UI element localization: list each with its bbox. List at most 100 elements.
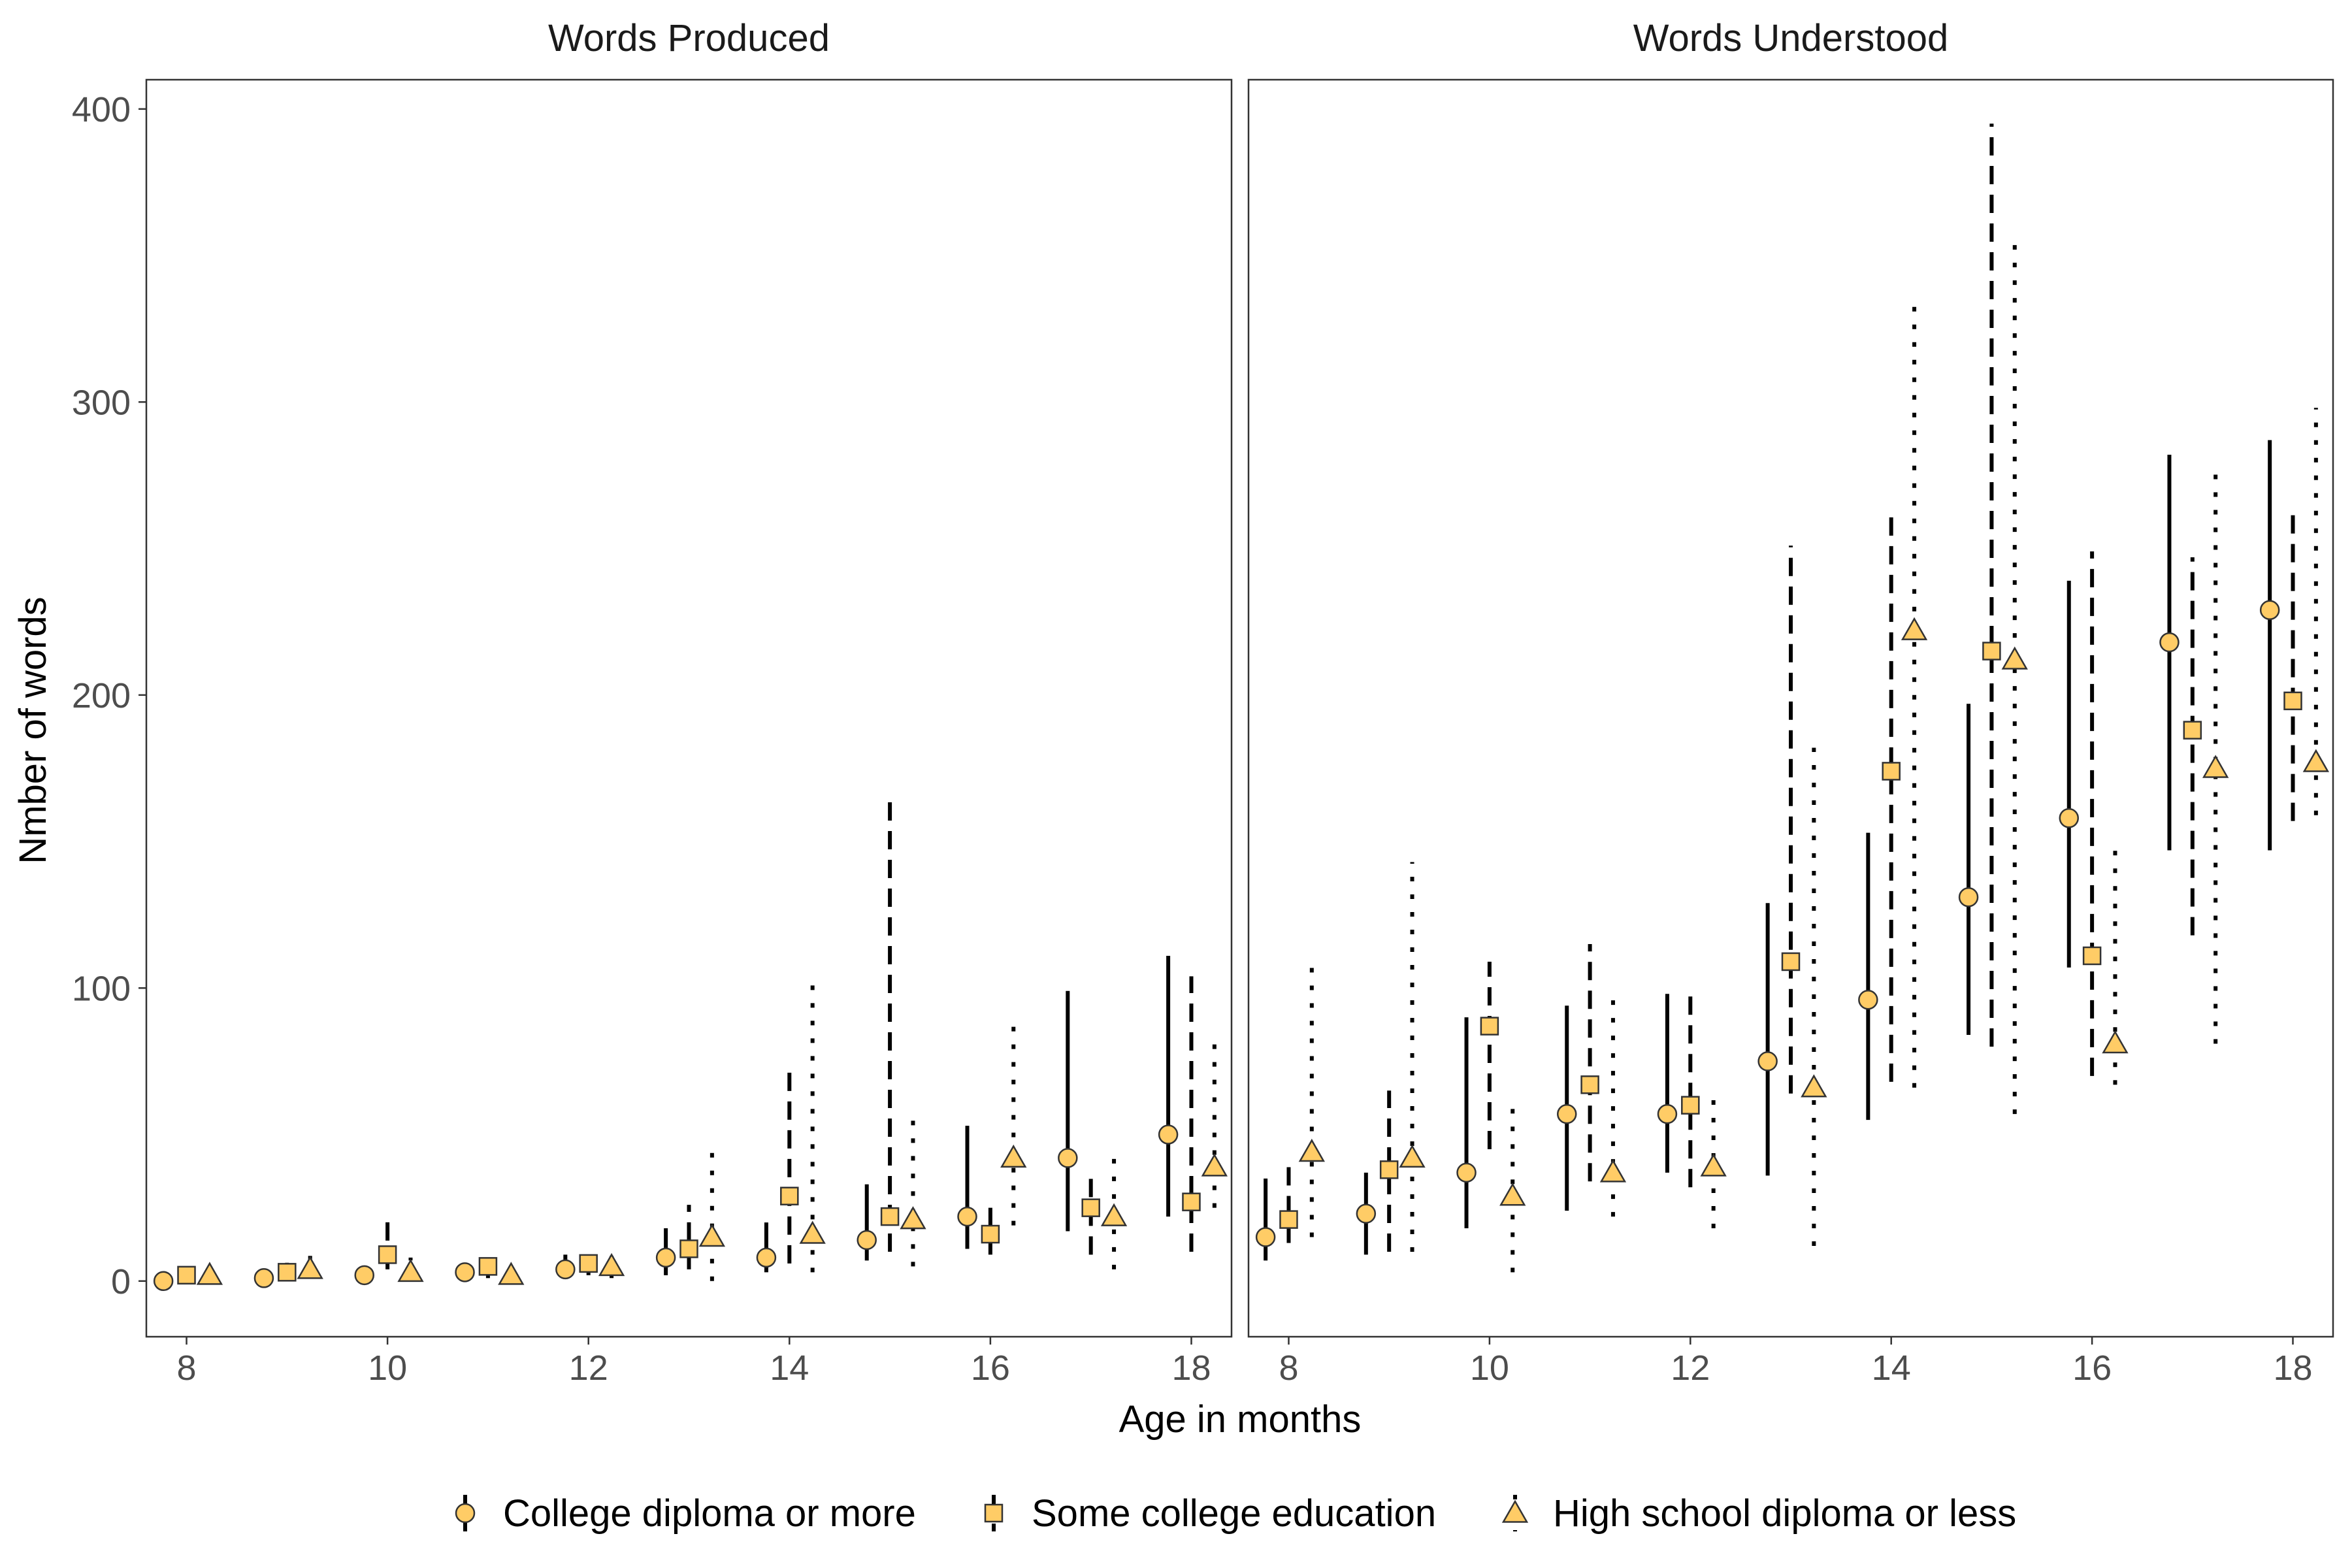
legend-label: College diploma or more xyxy=(503,1492,916,1535)
data-point xyxy=(2102,1030,2129,1054)
data-point xyxy=(1356,1203,1377,1224)
data-point xyxy=(196,1262,223,1285)
data-point xyxy=(2183,721,2202,740)
data-point xyxy=(2259,600,2280,621)
data-point xyxy=(378,1245,397,1264)
data-point xyxy=(1182,1192,1201,1211)
data-point xyxy=(2082,946,2102,966)
data-point xyxy=(478,1257,498,1276)
data-point xyxy=(698,1223,726,1247)
data-point xyxy=(1058,1148,1078,1168)
legend-key-marker xyxy=(984,1503,1004,1523)
facet-panels: Words Produced 8 10 12 14 16 18 0 100 200 300 400 Wo… xyxy=(72,17,2334,1388)
y-tick-label: 200 xyxy=(72,676,131,715)
series-3 xyxy=(196,976,1228,1285)
data-point xyxy=(1255,1227,1276,1247)
x-tick-label: 8 xyxy=(176,1348,196,1388)
panel-border xyxy=(145,78,1233,1338)
y-tick-label: 300 xyxy=(72,383,131,422)
data-point xyxy=(354,1265,374,1286)
data-point xyxy=(455,1262,475,1282)
data-point xyxy=(297,1256,323,1279)
legend-label: High school diploma or less xyxy=(1553,1492,2016,1535)
data-point xyxy=(981,1224,1000,1244)
data-point xyxy=(1100,1203,1128,1226)
data-point xyxy=(1399,1144,1426,1168)
data-point xyxy=(857,1230,877,1250)
data-point xyxy=(655,1247,676,1268)
x-tick-label: 8 xyxy=(1279,1348,1298,1388)
data-point xyxy=(2202,755,2229,778)
x-tick-label: 16 xyxy=(971,1348,1010,1388)
data-point xyxy=(1958,887,1979,907)
series-1 xyxy=(153,955,1179,1292)
data-point xyxy=(1901,617,1928,640)
data-point xyxy=(1801,1074,1827,1098)
x-tick-label: 16 xyxy=(2072,1348,2112,1388)
data-point xyxy=(880,1207,900,1226)
legend-key-marker xyxy=(455,1503,476,1524)
panel-title: Words Produced xyxy=(548,17,830,59)
legend-item: Some college education xyxy=(984,1492,1436,1535)
data-point xyxy=(498,1262,525,1285)
legend-key-marker xyxy=(1501,1499,1529,1523)
data-point xyxy=(2302,749,2330,772)
y-tick-label: 100 xyxy=(72,969,131,1008)
x-tick-label: 12 xyxy=(569,1348,608,1388)
x-tick-label: 18 xyxy=(2273,1348,2312,1388)
series-2 xyxy=(1279,123,2302,1252)
y-tick-label: 400 xyxy=(72,90,131,129)
data-point xyxy=(756,1247,777,1268)
data-point xyxy=(1556,1103,1577,1124)
data-point xyxy=(1599,1159,1627,1183)
data-point xyxy=(2283,691,2302,711)
data-point xyxy=(278,1263,297,1282)
data-point xyxy=(598,1252,625,1277)
data-point xyxy=(1858,989,1878,1010)
data-point xyxy=(555,1259,576,1280)
x-tick-label: 10 xyxy=(368,1348,407,1388)
data-point xyxy=(1201,1153,1228,1177)
panel-border xyxy=(1247,78,2334,1338)
data-point xyxy=(799,1220,826,1244)
panel-2: Words Understood 8 10 12 14 16 18 xyxy=(1247,17,2334,1388)
data-point xyxy=(1580,1075,1599,1094)
series-2 xyxy=(177,797,1201,1285)
data-point xyxy=(579,1254,598,1273)
x-tick-label: 18 xyxy=(1171,1348,1211,1388)
data-point xyxy=(1158,1124,1179,1145)
panel-1: Words Produced 8 10 12 14 16 18 0 100 200 300 400 xyxy=(72,17,1233,1388)
data-point xyxy=(2059,808,2080,828)
series-1 xyxy=(1255,440,2280,1261)
data-point xyxy=(1700,1153,1727,1177)
x-tick-label: 12 xyxy=(1671,1348,1710,1388)
data-point xyxy=(177,1266,196,1285)
data-point xyxy=(1379,1160,1399,1179)
data-point xyxy=(2159,632,2180,653)
data-point xyxy=(2001,646,2028,670)
data-point xyxy=(1982,642,2001,661)
legend-item: College diploma or more xyxy=(455,1492,916,1535)
data-point xyxy=(1081,1198,1100,1217)
data-point xyxy=(780,1186,799,1205)
x-tick-label: 14 xyxy=(1872,1348,1911,1388)
data-point xyxy=(1480,1017,1499,1036)
data-point xyxy=(153,1271,174,1292)
data-point xyxy=(1781,952,1801,972)
data-point xyxy=(1681,1096,1700,1115)
panel-title: Words Understood xyxy=(1633,17,1949,59)
y-tick-label: 0 xyxy=(111,1262,131,1301)
series-3 xyxy=(1298,232,2330,1273)
y-axis-title: Nmber of words xyxy=(12,596,54,864)
data-point xyxy=(1456,1162,1477,1183)
x-tick-label: 10 xyxy=(1470,1348,1509,1388)
data-point xyxy=(1757,1051,1778,1071)
data-point xyxy=(1000,1144,1027,1168)
legend-item: High school diploma or less xyxy=(1501,1492,2016,1535)
data-point xyxy=(397,1258,424,1282)
data-point xyxy=(1882,762,1901,781)
data-point xyxy=(957,1206,977,1227)
legend-label: Some college education xyxy=(1032,1492,1436,1535)
data-point xyxy=(1279,1210,1298,1229)
